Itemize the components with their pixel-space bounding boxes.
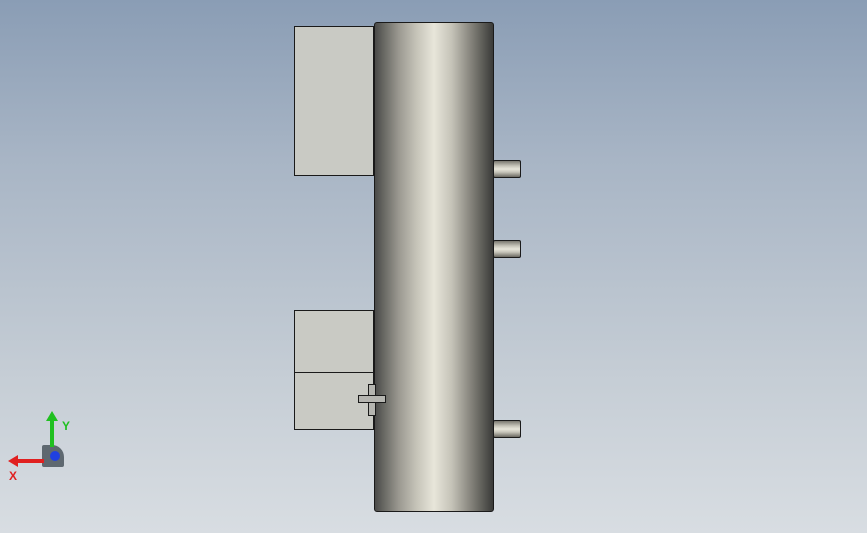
pin-middle [493, 240, 521, 258]
coordinate-axis-widget[interactable]: X Y [14, 413, 94, 483]
z-axis-indicator [50, 451, 60, 461]
cad-model[interactable] [294, 22, 574, 512]
pin-bottom [493, 420, 521, 438]
main-cylinder-body [374, 22, 494, 512]
bottom-block-divider [294, 372, 374, 373]
pin-top [493, 160, 521, 178]
y-axis-arrow [46, 411, 58, 421]
x-axis-label: X [9, 469, 17, 483]
key-bottom [368, 402, 376, 416]
x-axis-arrow [8, 455, 18, 467]
y-axis-line [50, 419, 54, 447]
y-axis-label: Y [62, 419, 70, 433]
x-axis-line [14, 459, 44, 463]
top-rectangular-block [294, 26, 374, 176]
key-slot-feature [358, 384, 386, 416]
cad-viewport[interactable]: X Y [0, 0, 867, 533]
